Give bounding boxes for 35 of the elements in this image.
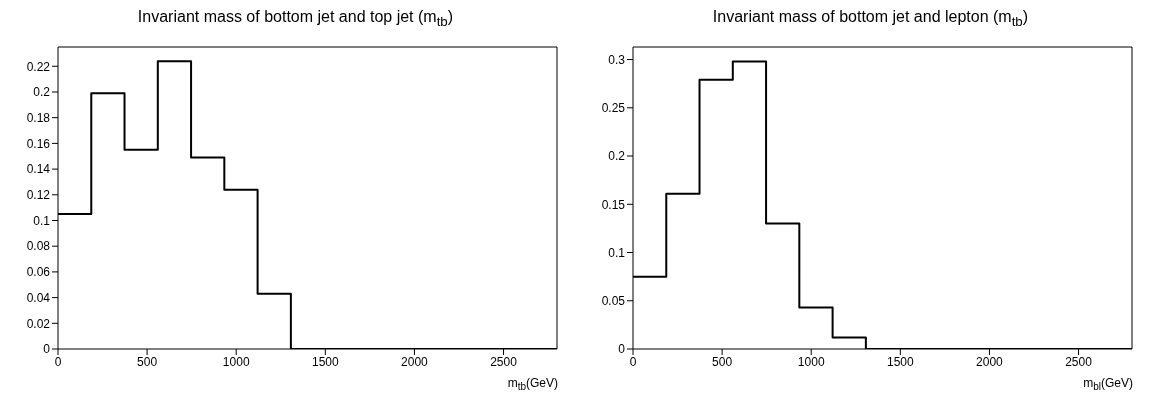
y-tick-label: 0.1	[33, 213, 51, 228]
x-axis-title: m$_{bl}$(GeV)	[1082, 376, 1134, 393]
y-tick-label: 0.05	[601, 294, 626, 309]
x-tick-label: 1000	[797, 354, 825, 369]
y-tick-label: 0.16	[26, 136, 51, 151]
y-tick-label: 0.22	[26, 59, 51, 74]
x-tick-label: 2000	[976, 354, 1004, 369]
x-tick-label: 1500	[311, 354, 339, 369]
x-tick-label: 2000	[401, 354, 429, 369]
y-tick-label: 0.15	[601, 197, 626, 212]
x-tick-label: 0	[629, 354, 637, 369]
y-tick-label: 0.08	[26, 239, 51, 254]
x-tick-label: 500	[712, 354, 733, 369]
y-tick-label: 0.2	[33, 85, 51, 100]
y-tick-label: 0.04	[26, 290, 51, 305]
x-tick-label: 500	[137, 354, 158, 369]
x-tick-label: 2500	[490, 354, 518, 369]
y-tick-label: 0.25	[601, 101, 626, 116]
y-tick-label: 0	[43, 342, 51, 357]
y-tick-label: 0.12	[26, 188, 51, 203]
y-tick-label: 0.3	[608, 52, 626, 67]
x-tick-label: 1000	[222, 354, 250, 369]
chart-title: Invariant mass of bottom jet and top jet (m$_{tb}$)	[136, 8, 455, 32]
y-tick-label: 0.1	[608, 245, 626, 260]
x-tick-label: 1500	[886, 354, 914, 369]
x-tick-label: 2500	[1065, 354, 1093, 369]
x-tick-label: 0	[54, 354, 62, 369]
x-axis-title: m$_{tb}$(GeV)	[506, 376, 559, 393]
y-tick-label: 0.02	[26, 316, 51, 331]
chart-title: Invariant mass of bottom jet and lepton (m$_{tb}$)	[711, 8, 1030, 32]
y-tick-label: 0.18	[26, 110, 51, 125]
y-tick-label: 0.06	[26, 265, 51, 280]
y-tick-label: 0.14	[26, 162, 51, 177]
y-tick-label: 0	[618, 342, 626, 357]
y-tick-label: 0.2	[608, 149, 626, 164]
